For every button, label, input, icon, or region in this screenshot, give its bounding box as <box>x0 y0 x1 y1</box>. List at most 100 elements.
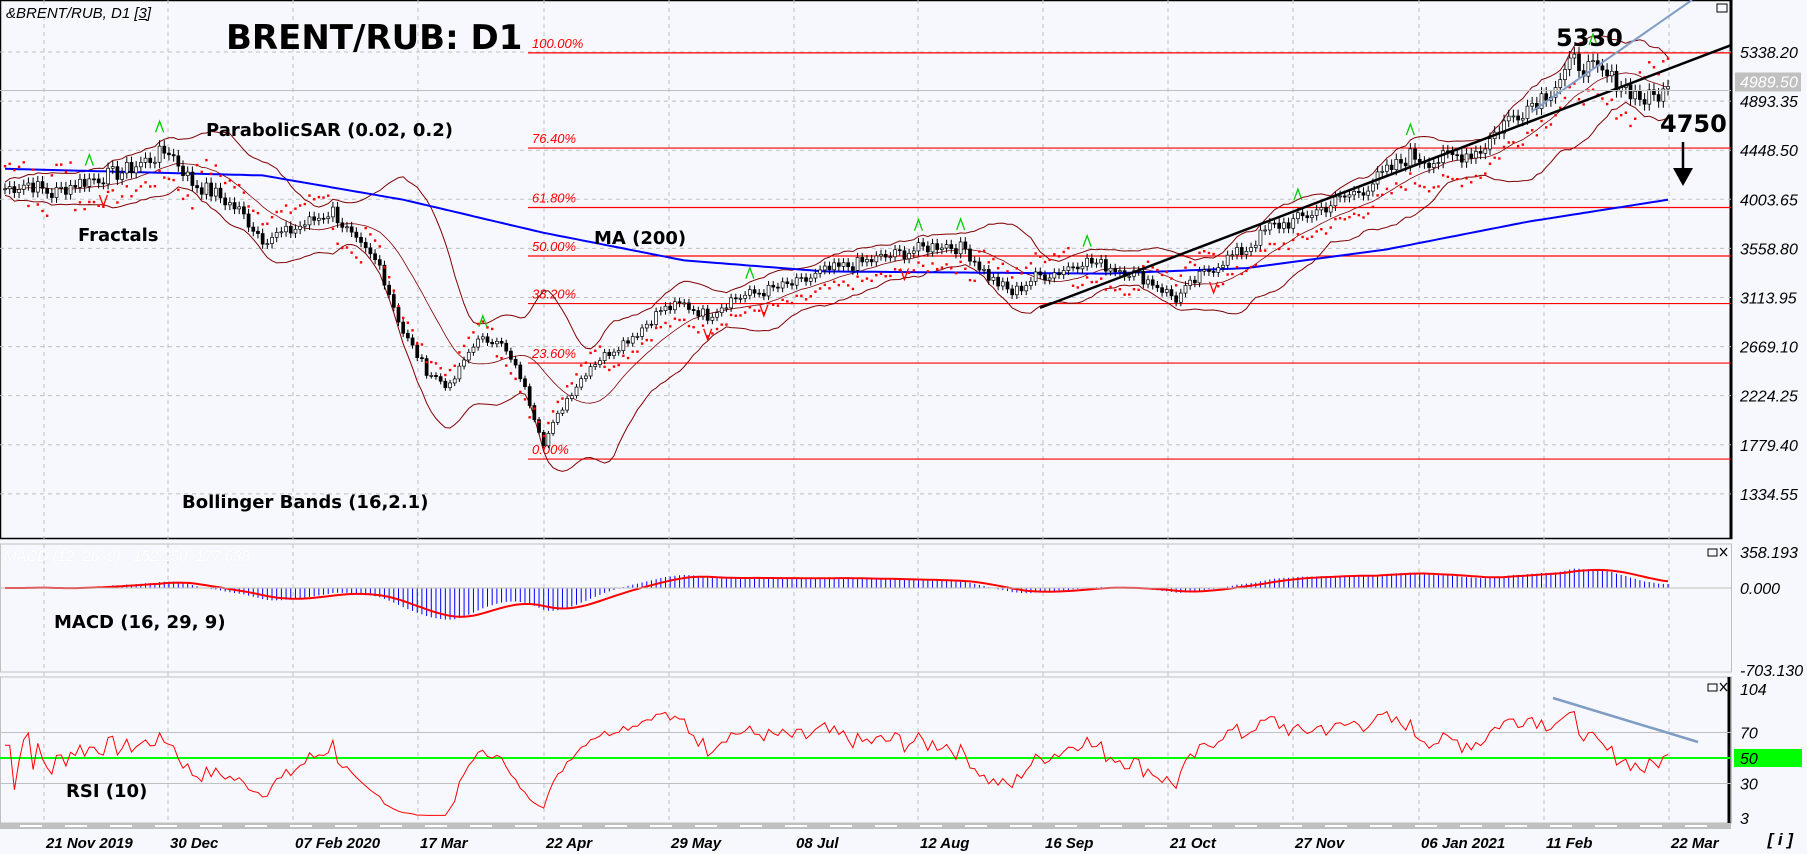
candle-body <box>593 364 598 367</box>
parabolic-sar-dot <box>1338 217 1342 220</box>
parabolic-sar-dot <box>1409 172 1412 175</box>
candle-body <box>1539 93 1544 110</box>
candle-body <box>190 171 195 186</box>
parabolic-sar-dot <box>936 267 939 271</box>
parabolic-sar-dot <box>1273 242 1276 246</box>
horizontal-scrollbar[interactable] <box>0 823 1731 829</box>
candle-body <box>1441 150 1445 163</box>
parabolic-sar-dot <box>575 373 578 376</box>
scrollbar-segment <box>200 825 222 827</box>
parabolic-sar-dot <box>369 233 372 236</box>
parabolic-sar-dot <box>790 301 794 305</box>
parabolic-sar-dot <box>1067 246 1070 250</box>
candle-body <box>822 265 827 271</box>
candle-body <box>1520 118 1525 121</box>
candle-body <box>1216 267 1221 273</box>
parabolic-sar-dot <box>875 274 878 277</box>
parabolic-sar-dot <box>748 306 752 309</box>
parabolic-sar-dot <box>8 162 11 166</box>
rsi-trendline[interactable] <box>1552 696 1699 744</box>
parabolic-sar-dot <box>1095 280 1098 284</box>
candle-body <box>228 202 232 206</box>
parabolic-sar-dot <box>1212 252 1215 256</box>
candle-body <box>1324 207 1328 213</box>
support-trendline[interactable] <box>1039 44 1732 310</box>
parabolic-sar-dot <box>542 434 545 438</box>
parabolic-sar-dot <box>870 279 873 283</box>
parabolic-sar-dot <box>1146 260 1150 263</box>
parabolic-sar-dot <box>1099 277 1103 280</box>
fractal-up-icon <box>1588 32 1598 46</box>
candle-body <box>911 250 916 254</box>
parabolic-sar-dot <box>205 158 208 162</box>
parabolic-sar-dot <box>603 365 606 369</box>
rsi-close-icon[interactable] <box>1719 682 1728 692</box>
candle-body <box>546 433 551 447</box>
parabolic-sar-dot <box>345 246 349 249</box>
parabolic-sar-dot <box>88 200 91 204</box>
macd-tick-label: -703.130 <box>1740 663 1803 680</box>
candle-body <box>1193 279 1197 284</box>
candle-body <box>626 340 630 344</box>
info-button[interactable]: [ i ] <box>1767 830 1794 849</box>
parabolic-sar-dot <box>401 316 405 320</box>
parabolic-sar-dot <box>608 368 611 372</box>
parabolic-sar-dot <box>1160 273 1164 277</box>
candle-body <box>1530 103 1534 107</box>
candle-body <box>1267 222 1272 231</box>
candle-body <box>471 346 476 353</box>
candle-body <box>1029 280 1033 286</box>
parabolic-sar-dot <box>462 344 466 348</box>
macd-tick-label: 358.193 <box>1740 545 1798 562</box>
parabolic-sar-dot <box>879 272 883 275</box>
parabolic-sar-dot <box>1427 190 1431 193</box>
parabolic-sar-dot <box>1259 249 1262 252</box>
parabolic-sar-dot <box>120 195 124 198</box>
scrollbar-segment <box>650 825 672 827</box>
parabolic-sar-dot <box>1306 237 1309 241</box>
maximize-icon[interactable] <box>1716 3 1728 13</box>
candle-body <box>541 432 546 447</box>
candle-body <box>673 301 677 311</box>
parabolic-sar-dot <box>200 170 203 174</box>
parabolic-sar-dot <box>1605 102 1609 106</box>
parabolic-sar-dot <box>1432 186 1435 189</box>
parabolic-sar-dot <box>406 321 410 324</box>
candle-body <box>668 305 673 311</box>
candle-body <box>17 189 21 193</box>
scrollbar-segment <box>1010 825 1032 827</box>
candle-body <box>391 294 396 308</box>
parabolic-sar-dot <box>1156 268 1159 272</box>
rsi-maximize-icon[interactable] <box>1707 683 1718 692</box>
candle-body <box>420 357 424 360</box>
parabolic-sar-dot <box>1441 174 1445 177</box>
parabolic-sar-dot <box>439 367 442 370</box>
fib-level-label: 38.20% <box>532 287 576 302</box>
indicator-count[interactable]: 3 <box>138 5 147 22</box>
candle-body <box>1455 154 1460 157</box>
candle-body <box>321 217 326 220</box>
candle-body <box>406 332 410 339</box>
candle-body <box>466 351 471 361</box>
macd-close-icon[interactable] <box>1719 547 1728 557</box>
channel-trendline[interactable] <box>1531 0 1693 113</box>
parabolic-sar-dot <box>1057 255 1061 258</box>
candle-body <box>1511 115 1516 118</box>
parabolic-sar-dot <box>1118 287 1122 291</box>
parabolic-sar-dot <box>383 266 386 269</box>
candle-body <box>363 242 368 249</box>
parabolic-sar-dot <box>964 267 967 270</box>
parabolic-sar-dot <box>1329 226 1332 229</box>
parabolic-sar-dot <box>1010 276 1014 279</box>
macd-maximize-icon[interactable] <box>1707 548 1718 557</box>
y-tick-label: 3113.95 <box>1740 290 1797 307</box>
parabolic-sar-dot <box>308 194 311 197</box>
candle-body <box>490 342 495 345</box>
x-tick-label: 30 Dec <box>170 835 219 852</box>
parabolic-sar-dot <box>1076 286 1079 289</box>
parabolic-sar-dot <box>50 174 54 177</box>
parabolic-sar-dot <box>683 318 686 322</box>
parabolic-sar-dot <box>1043 260 1047 264</box>
candle-body <box>1188 279 1193 286</box>
parabolic-sar-dot <box>1526 131 1529 135</box>
